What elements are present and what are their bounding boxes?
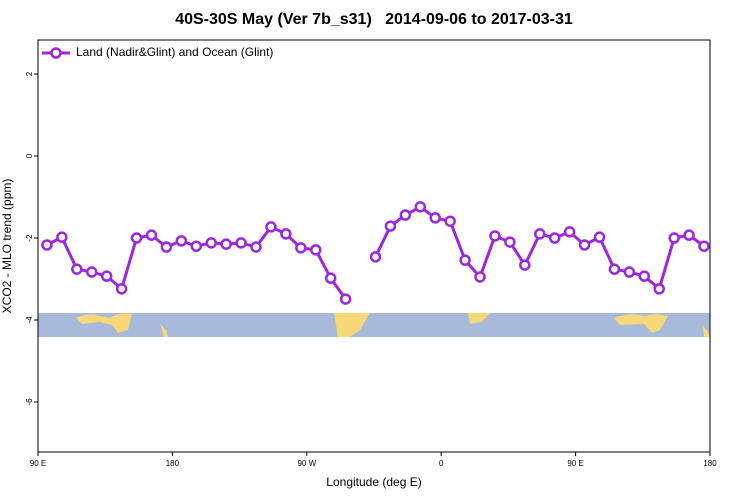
point bbox=[205, 237, 217, 249]
chart-title: 40S-30S May (Ver 7b_s31) 2014-09-06 to 2… bbox=[175, 11, 573, 28]
point bbox=[504, 236, 516, 248]
y-tick-label: -6 bbox=[25, 398, 34, 406]
point bbox=[578, 239, 591, 251]
y-tick-label: -2 bbox=[25, 234, 34, 242]
point bbox=[295, 242, 307, 254]
map-strip bbox=[38, 313, 710, 337]
point bbox=[563, 226, 576, 238]
point bbox=[623, 266, 636, 278]
point bbox=[444, 215, 456, 227]
point bbox=[175, 235, 188, 247]
point bbox=[608, 263, 621, 275]
legend: Land (Nadir&Glint) and Ocean (Glint) bbox=[42, 45, 273, 59]
point bbox=[41, 239, 53, 251]
x-tick-label: 90 E bbox=[30, 459, 46, 468]
point bbox=[519, 259, 531, 271]
plot-frame bbox=[37, 39, 711, 453]
point bbox=[220, 238, 232, 250]
point bbox=[250, 241, 262, 253]
point bbox=[429, 212, 441, 224]
point bbox=[310, 244, 322, 256]
point bbox=[474, 271, 486, 283]
x-tick-label: 90 W bbox=[297, 459, 316, 468]
point bbox=[414, 201, 427, 213]
point bbox=[339, 293, 352, 305]
x-tick-label: 180 bbox=[166, 459, 180, 468]
point bbox=[548, 232, 561, 244]
point bbox=[668, 232, 680, 244]
legend-label: Land (Nadir&Glint) and Ocean (Glint) bbox=[76, 45, 273, 59]
point bbox=[145, 229, 158, 241]
point bbox=[56, 231, 68, 243]
x-tick-label: 90 E bbox=[567, 459, 583, 468]
point bbox=[86, 266, 98, 278]
point bbox=[653, 283, 665, 295]
point bbox=[190, 240, 203, 252]
x-axis-label: Longitude (deg E) bbox=[326, 475, 421, 489]
point bbox=[100, 270, 113, 282]
point bbox=[280, 228, 292, 240]
y-axis-label: XCO2 - MLO trend (ppm) bbox=[0, 179, 14, 314]
point bbox=[638, 270, 651, 282]
x-tick-label: 0 bbox=[439, 459, 444, 468]
point bbox=[265, 221, 277, 233]
point bbox=[698, 240, 710, 252]
point bbox=[369, 251, 382, 263]
y-tick-label: 0 bbox=[25, 153, 34, 158]
point bbox=[489, 230, 501, 242]
y-tick-label: 2 bbox=[25, 71, 34, 76]
point bbox=[71, 263, 83, 275]
legend-marker bbox=[50, 47, 62, 59]
y-tick-label: -4 bbox=[25, 316, 34, 324]
point bbox=[324, 272, 337, 284]
point bbox=[115, 283, 128, 295]
point bbox=[130, 232, 143, 244]
point bbox=[235, 237, 247, 249]
point bbox=[459, 254, 471, 266]
point bbox=[160, 241, 173, 253]
point bbox=[384, 220, 397, 232]
point bbox=[593, 231, 606, 243]
x-tick-label: 180 bbox=[703, 459, 717, 468]
point bbox=[683, 229, 695, 241]
point bbox=[534, 228, 546, 240]
point bbox=[399, 209, 412, 221]
